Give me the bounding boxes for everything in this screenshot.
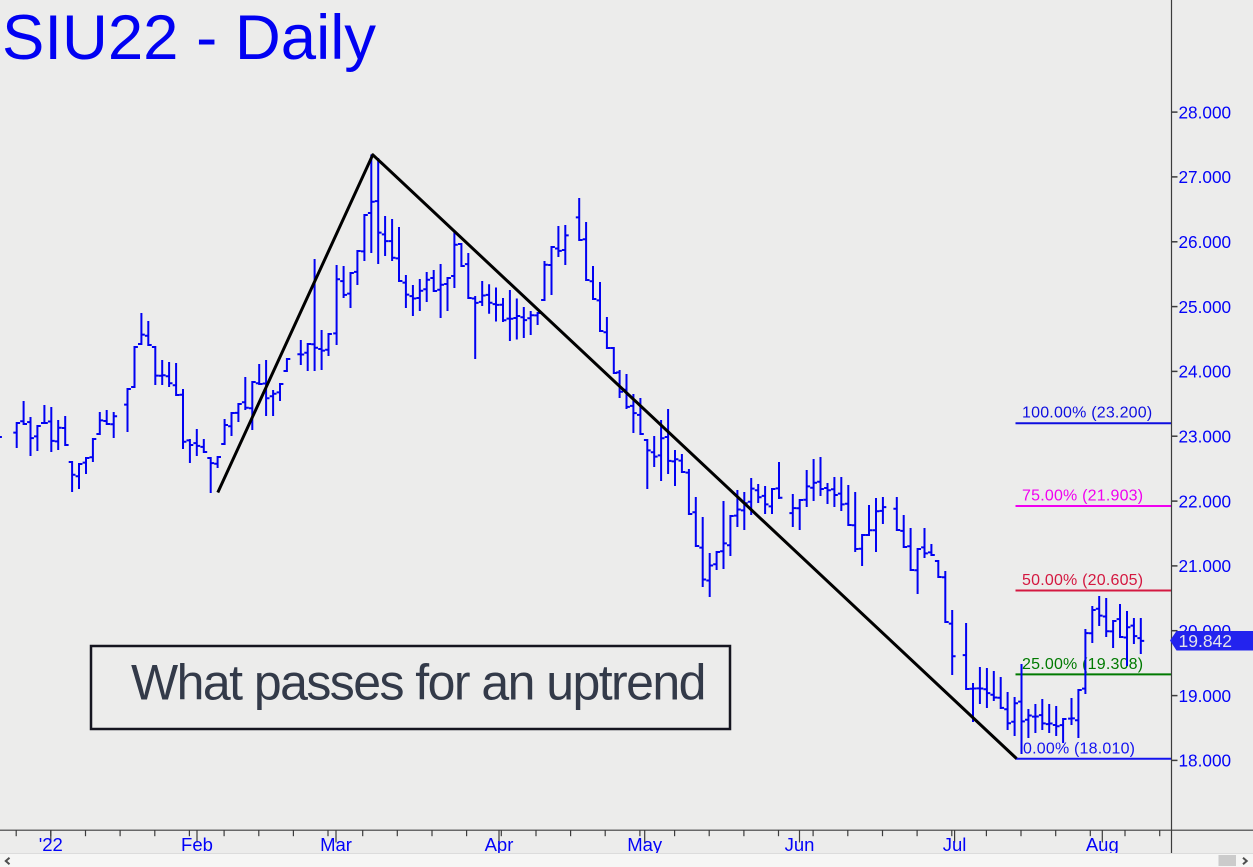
svg-text:May: May — [627, 834, 663, 855]
svg-text:24.000: 24.000 — [1179, 362, 1232, 382]
svg-text:'22: '22 — [39, 834, 63, 855]
svg-text:18.000: 18.000 — [1179, 751, 1232, 771]
svg-text:22.000: 22.000 — [1179, 491, 1232, 511]
svg-text:Feb: Feb — [181, 834, 213, 855]
svg-text:What passes for an uptrend: What passes for an uptrend — [131, 655, 705, 711]
svg-text:26.000: 26.000 — [1179, 232, 1232, 252]
svg-text:50.00% (20.605): 50.00% (20.605) — [1022, 572, 1143, 589]
svg-text:SIU22 - Daily: SIU22 - Daily — [2, 3, 376, 73]
svg-text:25.000: 25.000 — [1179, 297, 1232, 317]
svg-text:19.842: 19.842 — [1179, 631, 1233, 651]
svg-text:Apr: Apr — [485, 834, 514, 855]
svg-text:0.00% (18.010): 0.00% (18.010) — [1023, 740, 1135, 757]
svg-text:25.00% (19.308): 25.00% (19.308) — [1022, 656, 1143, 673]
svg-text:100.00% (23.200): 100.00% (23.200) — [1022, 405, 1152, 422]
svg-text:21.000: 21.000 — [1179, 556, 1232, 576]
svg-text:28.000: 28.000 — [1179, 102, 1232, 122]
svg-text:Jun: Jun — [785, 834, 815, 855]
svg-text:27.000: 27.000 — [1179, 167, 1232, 187]
svg-text:75.00% (21.903): 75.00% (21.903) — [1022, 488, 1143, 505]
svg-text:Jul: Jul — [943, 834, 967, 855]
svg-text:19.000: 19.000 — [1179, 686, 1232, 706]
svg-text:23.000: 23.000 — [1179, 426, 1232, 446]
svg-text:Mar: Mar — [320, 834, 352, 855]
svg-text:Aug: Aug — [1086, 834, 1119, 855]
